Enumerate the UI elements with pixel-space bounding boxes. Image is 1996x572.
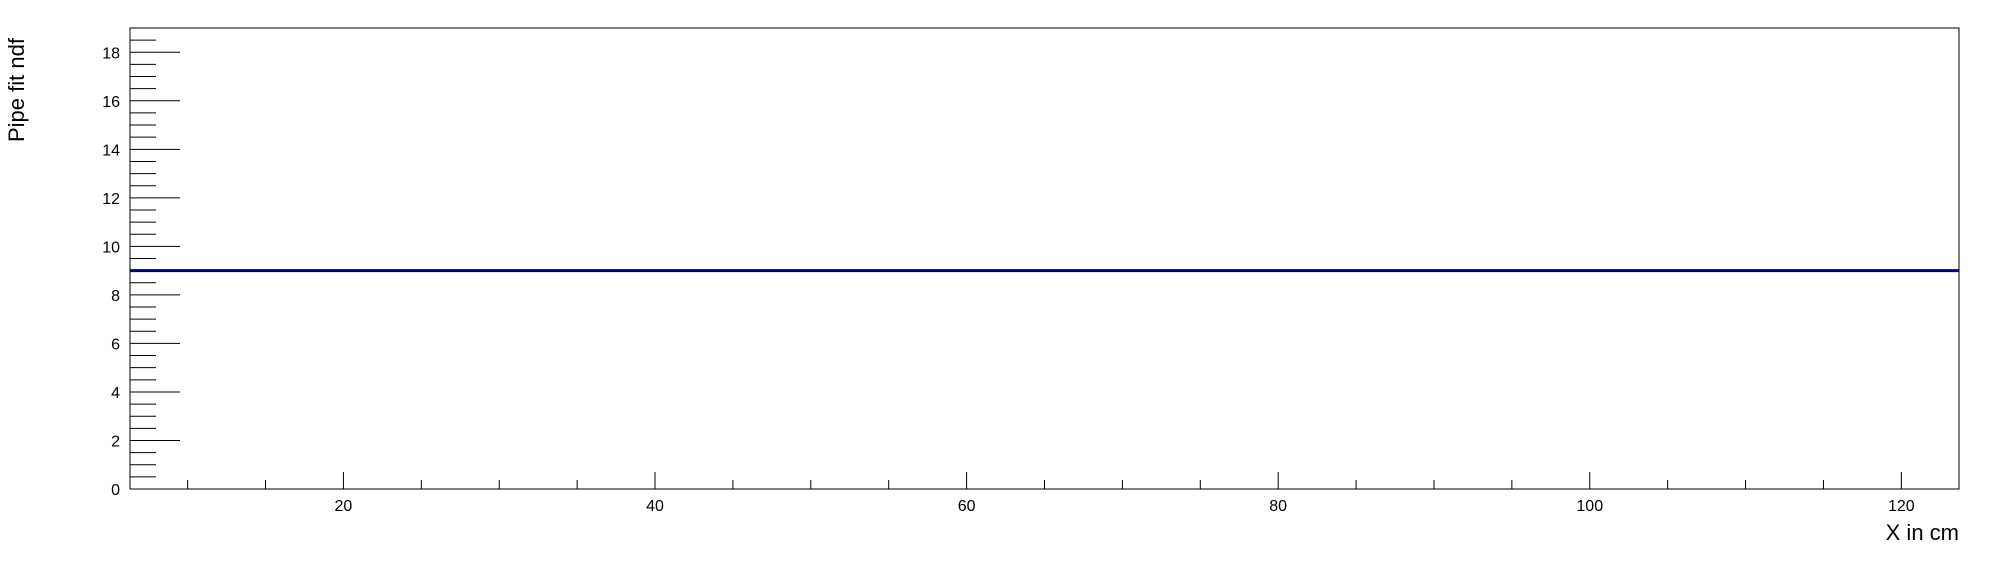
y-axis-title: Pipe fit ndf bbox=[4, 37, 29, 142]
y-tick-label: 8 bbox=[111, 288, 120, 305]
y-tick-label: 14 bbox=[102, 142, 120, 159]
y-tick-label: 16 bbox=[102, 94, 120, 111]
x-axis-title: X in cm bbox=[1886, 520, 1959, 545]
y-tick-label: 12 bbox=[102, 191, 120, 208]
x-tick-label: 100 bbox=[1576, 498, 1603, 515]
y-tick-label: 2 bbox=[111, 433, 120, 450]
y-tick-label: 6 bbox=[111, 336, 120, 353]
y-tick-label: 4 bbox=[111, 385, 120, 402]
x-tick-label: 60 bbox=[958, 498, 976, 515]
x-tick-label: 80 bbox=[1269, 498, 1287, 515]
x-tick-label: 120 bbox=[1888, 498, 1915, 515]
x-tick-label: 20 bbox=[335, 498, 353, 515]
y-tick-label: 18 bbox=[102, 45, 120, 62]
y-axis-ticks: 0 2 4 6 8 10 12 14 16 18 bbox=[102, 27, 180, 499]
y-tick-label: 10 bbox=[102, 239, 120, 256]
x-tick-label: 40 bbox=[646, 498, 664, 515]
y-tick-label: 0 bbox=[111, 482, 120, 499]
x-axis-ticks: 20 40 60 80 100 120 bbox=[187, 472, 1915, 515]
plot-frame bbox=[129, 27, 1960, 490]
